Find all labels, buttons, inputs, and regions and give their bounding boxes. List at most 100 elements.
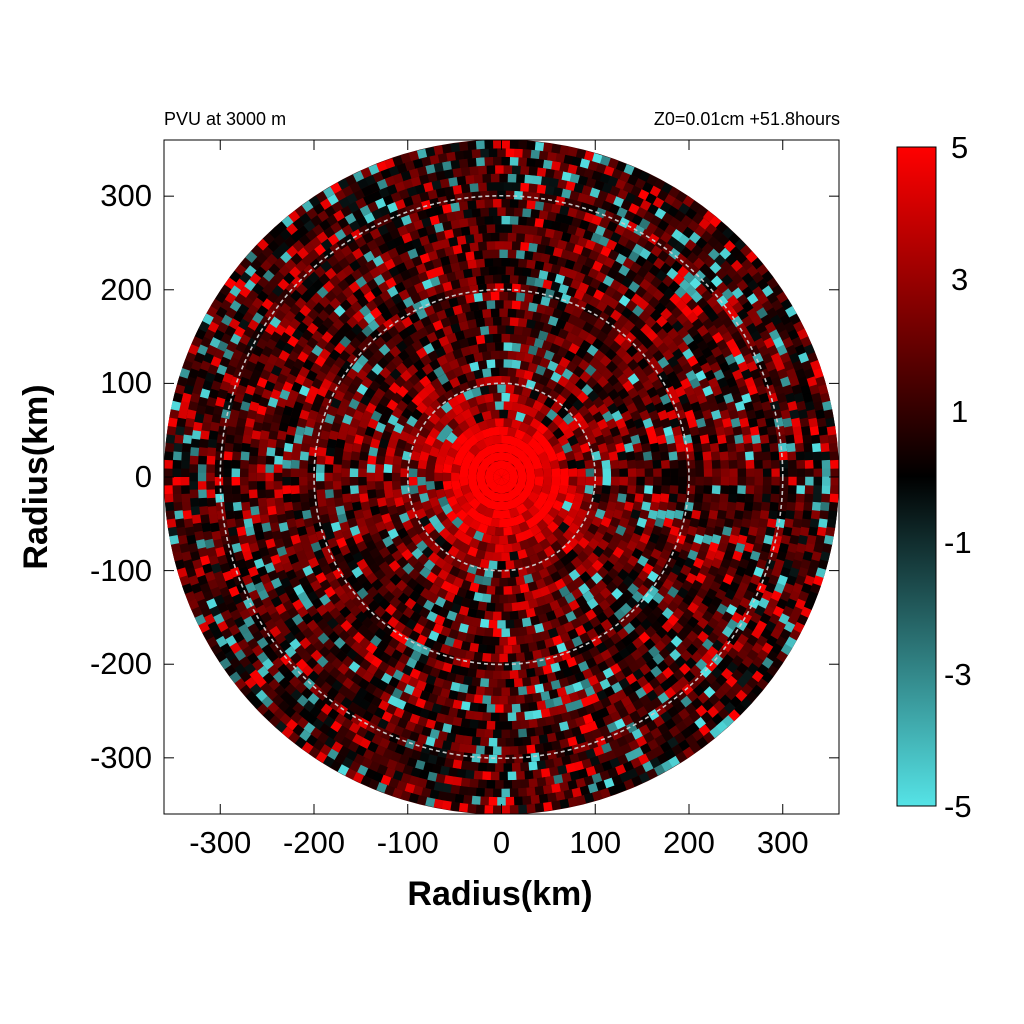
field-cell bbox=[531, 484, 543, 496]
field-cell bbox=[454, 613, 466, 624]
field-cell bbox=[530, 192, 540, 202]
field-cell bbox=[349, 485, 359, 495]
field-cell bbox=[560, 694, 572, 705]
field-cell bbox=[544, 715, 556, 726]
field-cell bbox=[709, 501, 720, 512]
field-cell bbox=[426, 331, 438, 344]
field-cell bbox=[558, 356, 571, 369]
field-cell bbox=[759, 509, 770, 520]
field-cell bbox=[523, 293, 534, 303]
field-cell bbox=[427, 592, 440, 604]
field-cell bbox=[720, 346, 733, 358]
field-cell bbox=[571, 726, 582, 737]
field-cell bbox=[572, 699, 584, 710]
field-cell bbox=[261, 554, 273, 566]
field-cell bbox=[406, 415, 418, 428]
field-cell bbox=[603, 508, 615, 520]
field-cell bbox=[609, 516, 621, 528]
field-cell bbox=[534, 666, 545, 677]
field-cell bbox=[424, 323, 436, 335]
field-cell bbox=[252, 421, 263, 432]
field-cell bbox=[493, 484, 502, 494]
field-cell bbox=[496, 443, 507, 452]
field-cell bbox=[538, 674, 549, 685]
field-cell bbox=[639, 532, 651, 545]
field-cell bbox=[494, 418, 504, 427]
field-cell bbox=[445, 151, 456, 162]
field-cell bbox=[256, 472, 266, 482]
field-cell bbox=[528, 242, 538, 253]
field-cell bbox=[711, 557, 723, 569]
field-cell bbox=[419, 708, 431, 719]
field-cell bbox=[438, 669, 449, 681]
field-cell bbox=[492, 156, 502, 166]
field-cell bbox=[333, 552, 346, 565]
field-cell bbox=[241, 442, 251, 453]
field-cell bbox=[423, 260, 435, 272]
field-cell bbox=[515, 694, 526, 704]
field-cell bbox=[349, 417, 361, 429]
field-cell bbox=[426, 488, 437, 500]
field-cell bbox=[430, 339, 442, 351]
field-cell bbox=[433, 576, 446, 588]
field-cell bbox=[539, 585, 551, 597]
field-cell bbox=[693, 533, 704, 545]
field-cell bbox=[508, 476, 519, 486]
field-cell bbox=[607, 539, 619, 552]
field-cell bbox=[703, 476, 713, 486]
field-cell bbox=[501, 451, 512, 462]
field-cell bbox=[462, 328, 473, 339]
field-cell bbox=[283, 501, 294, 512]
field-cell bbox=[231, 468, 241, 478]
field-cell bbox=[486, 780, 496, 789]
field-cell bbox=[600, 293, 612, 305]
field-cell bbox=[687, 549, 699, 561]
field-cell bbox=[190, 447, 200, 457]
field-cell bbox=[416, 308, 428, 320]
field-cell bbox=[494, 342, 504, 351]
field-cell bbox=[505, 754, 515, 764]
field-cell bbox=[449, 565, 461, 578]
field-cell bbox=[475, 728, 486, 738]
field-cell bbox=[660, 459, 670, 469]
field-cell bbox=[164, 451, 174, 461]
field-cell bbox=[499, 308, 508, 317]
field-cell bbox=[796, 459, 806, 469]
field-cell bbox=[306, 572, 318, 585]
field-cell bbox=[618, 425, 630, 437]
field-cell bbox=[503, 645, 513, 654]
field-cell bbox=[716, 603, 729, 615]
field-cell bbox=[706, 603, 719, 615]
field-cell bbox=[444, 488, 455, 500]
field-cell bbox=[546, 271, 557, 282]
field-cell bbox=[564, 492, 576, 504]
field-cell bbox=[561, 500, 573, 512]
field-cell bbox=[396, 504, 407, 516]
field-cell bbox=[787, 493, 797, 503]
field-cell bbox=[430, 603, 443, 616]
field-cell bbox=[479, 385, 490, 396]
field-cell bbox=[299, 459, 309, 470]
field-cell bbox=[379, 251, 392, 263]
field-cell bbox=[526, 667, 537, 678]
field-cell bbox=[492, 552, 502, 562]
field-cell bbox=[644, 459, 654, 469]
field-cell bbox=[501, 805, 511, 814]
field-cell bbox=[425, 674, 437, 686]
field-cell bbox=[724, 353, 737, 366]
field-cell bbox=[419, 690, 431, 702]
field-cell bbox=[686, 459, 696, 469]
field-cell bbox=[361, 410, 373, 422]
field-cell bbox=[727, 451, 738, 461]
field-cell bbox=[572, 681, 584, 693]
field-cell bbox=[621, 228, 634, 240]
field-cell bbox=[547, 627, 559, 639]
field-cell bbox=[558, 677, 570, 688]
field-cell bbox=[247, 566, 259, 578]
field-cell bbox=[259, 430, 270, 441]
field-cell bbox=[440, 643, 451, 655]
field-cell bbox=[713, 417, 724, 428]
field-cell bbox=[349, 459, 359, 470]
field-cell bbox=[425, 268, 437, 280]
